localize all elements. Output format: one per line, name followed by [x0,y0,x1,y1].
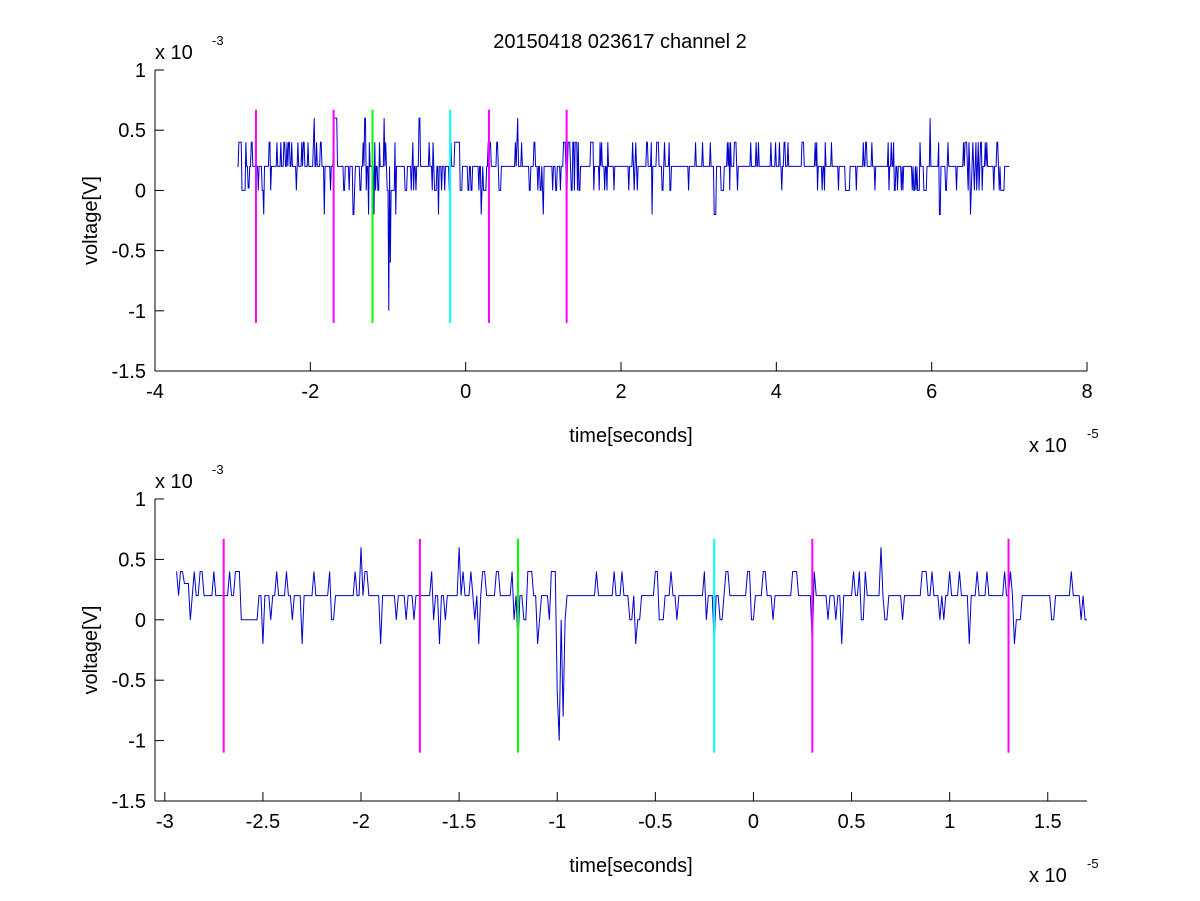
x-tick-label: -2 [301,381,319,403]
x-tick-label: 6 [926,381,937,403]
y-tick-label: -1 [128,301,146,323]
voltage-trace [237,117,1010,311]
y-exponent-label: x 10 [155,471,193,493]
y-tick-label: -1 [128,731,146,753]
x-tick-label: -2 [352,811,370,833]
y-tick-label: 0 [135,610,146,632]
voltage-trace [176,547,1087,741]
y-tick-label: -0.5 [112,670,146,692]
x-tick-label: -1 [548,811,566,833]
x-tick-label: -4 [146,381,164,403]
y-exponent: -3 [212,33,224,48]
figure-title: 20150418 023617 channel 2 [493,31,747,53]
x-exponent-label: x 10 [1029,865,1067,887]
x-tick-label: 0.5 [838,811,866,833]
y-exponent: -3 [212,462,224,477]
y-tick-label: 1 [135,489,146,511]
y-tick-label: -0.5 [112,241,146,263]
x-tick-label: -3 [156,811,174,833]
x-tick-label: 0 [748,811,759,833]
x-tick-label: 0 [460,381,471,403]
x-tick-label: -1.5 [442,811,476,833]
x-tick-label: 4 [771,381,782,403]
y-tick-label: 0.5 [118,549,146,571]
x-tick-label: -0.5 [638,811,672,833]
x-axis-label: time[seconds] [569,855,692,877]
y-axis-label: voltage[V] [80,606,102,695]
x-exponent: -5 [1087,426,1099,441]
x-tick-label: 1.5 [1034,811,1062,833]
y-exponent-label: x 10 [155,42,193,64]
x-tick-label: -2.5 [246,811,280,833]
x-tick-label: 8 [1081,381,1092,403]
x-exponent-label: x 10 [1029,435,1067,457]
x-exponent: -5 [1087,856,1099,871]
top-axes: -4 -2 0 2 4 6 8 -1.5 -1 -0.5 0 0.5 1 time[seconds] vol… [80,33,1099,457]
y-axis-label: voltage[V] [80,176,102,265]
y-tick-label: 0 [135,180,146,202]
bottom-axes: -3 -2.5 -2 -1.5 -1 -0.5 0 0.5 1 1.5 -1.5 -1 -0.5 0 0.5… [80,462,1099,887]
x-tick-label: 1 [944,811,955,833]
y-tick-label: -1.5 [112,791,146,813]
x-axis-label: time[seconds] [569,425,692,447]
y-tick-label: 0.5 [118,120,146,142]
y-tick-label: -1.5 [112,361,146,383]
x-tick-label: 2 [615,381,626,403]
y-tick-label: 1 [135,60,146,82]
